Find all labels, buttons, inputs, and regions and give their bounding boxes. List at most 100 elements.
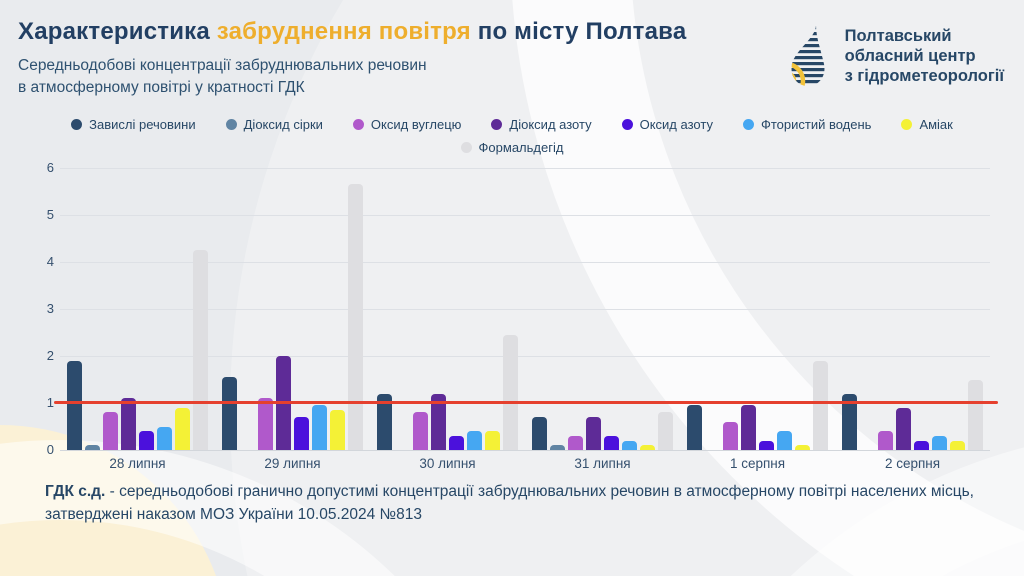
chart-bar <box>658 412 673 450</box>
x-tick-label: 2 серпня <box>884 456 941 471</box>
chart-bar <box>193 250 208 450</box>
title-highlight: забруднення повітря <box>216 18 471 45</box>
y-tick-label: 1 <box>46 395 54 410</box>
legend-item: Фтористий водень <box>742 117 872 132</box>
legend-dot-icon <box>352 119 364 130</box>
bar-group <box>680 168 835 450</box>
y-tick-label: 6 <box>46 160 54 175</box>
chart-bar <box>950 440 965 450</box>
chart-bar <box>413 412 428 450</box>
chart-bar <box>431 393 446 450</box>
chart-bar <box>759 440 774 450</box>
chart-bar <box>604 435 619 450</box>
legend-item: Завислі речовини <box>71 117 196 132</box>
gdk-limit-line <box>54 401 998 404</box>
chart-bar <box>294 417 309 450</box>
chart-bar <box>67 360 82 450</box>
chart-bar <box>878 431 893 450</box>
footnote-text: - середньодобові гранично допустимі конц… <box>45 483 974 523</box>
bar-chart: 0 1 2 3 4 5 6 28 липня 29 липня 30 липня 31 липня… <box>22 160 998 478</box>
chart-bar <box>85 445 100 450</box>
chart-bar <box>896 407 911 450</box>
y-axis: 0 1 2 3 4 5 6 <box>22 160 54 457</box>
chart-bar <box>795 445 810 450</box>
legend-label: Формальдегід <box>478 140 564 155</box>
water-drop-logo-icon <box>791 26 825 86</box>
legend-label: Діоксид азоту <box>509 117 592 132</box>
chart-bar <box>932 435 947 450</box>
legend-item: Оксид вуглецю <box>352 117 462 132</box>
bar-group <box>370 168 525 450</box>
legend-row-2: Формальдегід <box>0 140 1024 155</box>
title-part1: Характеристика <box>18 18 217 45</box>
bar-group <box>60 168 215 450</box>
chart-bar <box>777 431 792 450</box>
legend-label: Діоксид сірки <box>243 117 323 132</box>
chart-bar <box>687 405 702 450</box>
chart-bar <box>139 431 154 450</box>
chart-bar <box>586 417 601 450</box>
x-tick-label: 31 липня <box>574 456 631 471</box>
chart-bar <box>377 393 392 450</box>
logo-text: Полтавський обласний центр з гідрометеор… <box>845 26 1004 86</box>
y-tick-label: 3 <box>46 301 54 316</box>
page-subtitle: Середньодобові концентрації забруднюваль… <box>18 55 1010 99</box>
chart-bar <box>550 445 565 450</box>
bar-group <box>215 168 370 450</box>
chart-bar <box>723 421 738 450</box>
x-axis-labels: 28 липня 29 липня 30 липня 31 липня 1 серпня… <box>60 456 990 471</box>
chart-legend: Завислі речовини Діоксид сірки Оксид вугле… <box>0 117 1024 155</box>
title-part2: по місту Полтава <box>470 18 687 45</box>
chart-bar <box>258 398 273 450</box>
chart-bar <box>121 398 136 450</box>
legend-dot-icon <box>225 119 237 130</box>
legend-label: Оксид вуглецю <box>370 117 462 132</box>
chart-bar <box>842 393 857 450</box>
bar-groups <box>60 168 990 450</box>
bar-group <box>835 168 990 450</box>
chart-bar <box>467 431 482 450</box>
bar-group <box>525 168 680 450</box>
chart-bar <box>968 379 983 450</box>
subtitle-line1: Середньодобові концентрації забруднюваль… <box>18 57 427 74</box>
x-tick-label: 29 липня <box>264 456 321 471</box>
chart-bar <box>485 431 500 450</box>
legend-item: Діоксид азоту <box>491 117 592 132</box>
y-tick-label: 5 <box>46 207 54 222</box>
chart-bar <box>175 407 190 450</box>
legend-dot-icon <box>71 119 83 130</box>
subtitle-line2: в атмосферному повітрі у кратності ГДК <box>18 79 305 96</box>
chart-bar <box>813 360 828 450</box>
chart-bar <box>741 405 756 450</box>
y-tick-label: 0 <box>46 442 54 457</box>
hydromet-logo: Полтавський обласний центр з гідрометеор… <box>783 24 1004 88</box>
legend-row-1: Завислі речовини Діоксид сірки Оксид вугле… <box>0 117 1024 132</box>
header: Характеристика забруднення повітря по мі… <box>18 18 1010 99</box>
legend-item: Аміак <box>901 117 953 132</box>
chart-bar <box>622 440 637 450</box>
footnote: ГДК с.д. - середньодобові гранично допус… <box>45 480 993 526</box>
chart-bar <box>312 405 327 450</box>
logo-line2: обласний центр <box>844 47 976 65</box>
logo-line3: з гідрометеорології <box>844 67 1004 85</box>
x-tick-label: 1 серпня <box>729 456 786 471</box>
chart-bar <box>640 445 655 450</box>
chart-bar <box>330 410 345 450</box>
chart-bar <box>914 440 929 450</box>
x-tick-label: 28 липня <box>109 456 166 471</box>
plot-area <box>54 168 998 451</box>
legend-dot-icon <box>621 119 633 130</box>
legend-dot-icon <box>901 119 913 130</box>
chart-bar <box>532 417 547 450</box>
chart-bar <box>503 334 518 450</box>
chart-bar <box>103 412 118 450</box>
chart-bar <box>222 377 237 450</box>
y-tick-label: 2 <box>46 348 54 363</box>
legend-label: Фтористий водень <box>760 117 872 132</box>
legend-label: Аміак <box>919 117 953 132</box>
logo-line1: Полтавський <box>844 27 952 45</box>
x-tick-label: 30 липня <box>419 456 476 471</box>
chart-bar <box>568 435 583 450</box>
chart-bar <box>449 435 464 450</box>
